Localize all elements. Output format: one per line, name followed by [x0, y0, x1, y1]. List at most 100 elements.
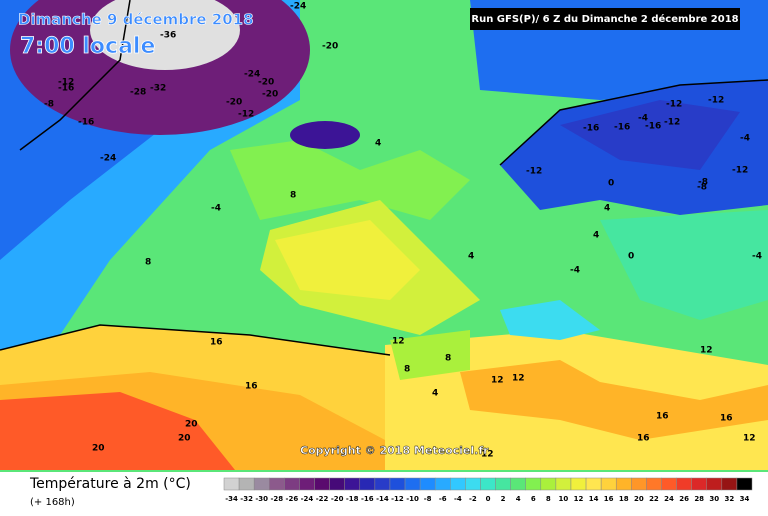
contour-label: -4	[211, 204, 221, 214]
map-date: Dimanche 9 décembre 2018	[18, 11, 254, 29]
contour-label: 8	[290, 191, 296, 201]
contour-label: -12	[526, 167, 542, 177]
contour-label: 16	[637, 434, 650, 444]
scale-swatch	[600, 477, 617, 491]
scale-label: -16	[361, 495, 374, 503]
scale-label: 4	[516, 495, 521, 503]
scale-label: 30	[709, 495, 719, 503]
contour-label: 0	[608, 179, 614, 189]
scale-label: -14	[376, 495, 389, 503]
contour-label: -12	[238, 110, 254, 120]
scale-label: 0	[486, 495, 491, 503]
scale-swatch	[299, 477, 315, 491]
scale-label: 12	[574, 495, 584, 503]
contour-label: -36	[160, 31, 176, 41]
scale-swatch	[450, 477, 466, 491]
scale-swatch	[525, 477, 542, 491]
scale-swatch	[314, 477, 330, 491]
contour-label: -4	[638, 114, 648, 124]
scale-swatch	[329, 477, 345, 491]
scale-label: -26	[286, 495, 299, 503]
contour	[0, 324, 391, 356]
scale-label: -10	[406, 495, 419, 503]
contour-label: -12	[666, 100, 682, 110]
contour-label: -16	[614, 123, 630, 133]
contour-label: -20	[322, 42, 338, 52]
scale-swatch	[721, 477, 738, 491]
contour-label: 20	[185, 420, 198, 430]
scale-label: 28	[694, 495, 704, 503]
contour	[19, 0, 131, 151]
scale-swatch	[238, 477, 255, 491]
legend-title: Température à 2m (°C)	[29, 476, 191, 492]
scale-label: 16	[604, 495, 614, 503]
contour-label: 20	[92, 444, 105, 454]
contour-label: 4	[432, 389, 438, 399]
contour-label: -12	[664, 118, 680, 128]
contour-label: -12	[708, 96, 724, 106]
scale-label: -24	[301, 495, 314, 503]
scale-swatch	[706, 477, 723, 491]
color-scale: -34 -32 -30 -28 -26 -24 -22 -20 -18 -16 -14 -12 -10-…	[223, 477, 753, 503]
mediterranean	[460, 360, 768, 440]
contour-label: 12	[700, 346, 713, 356]
scale-label: 14	[589, 495, 599, 503]
scale-label: -2	[469, 495, 477, 503]
scale-swatch	[585, 477, 602, 491]
scale-swatch	[631, 477, 647, 491]
copyright: Copyright © 2018 Meteociel.fr	[300, 444, 489, 457]
iberia	[390, 330, 470, 380]
scale-swatch	[676, 477, 692, 491]
contour-label: -28	[130, 88, 146, 98]
scale-label: 20	[634, 495, 644, 503]
scale-label: -28	[270, 495, 283, 503]
contour-label: 12	[512, 374, 525, 384]
scale-swatch	[434, 477, 451, 491]
scale-label: -22	[316, 495, 329, 503]
scale-swatch	[555, 477, 572, 491]
contour-label: -20	[262, 90, 278, 100]
contour-label: -20	[258, 78, 274, 88]
contour-label: -16	[78, 118, 94, 128]
contour-label: -8	[698, 178, 708, 188]
contour-label: 4	[375, 139, 381, 149]
contour-label: 12	[491, 376, 504, 386]
scale-label: -4	[454, 495, 462, 503]
contour-label: 12	[743, 434, 756, 444]
contour-label: -16	[583, 124, 599, 134]
contour-label: -12	[732, 166, 748, 176]
run-box	[470, 8, 740, 30]
contour-label: 8	[404, 365, 410, 375]
scale-label: 22	[649, 495, 659, 503]
contour-label: 12	[481, 450, 494, 460]
scandinavia-core	[560, 100, 740, 170]
subtropical-core	[275, 220, 420, 300]
scale-label: 26	[679, 495, 689, 503]
legend-subtitle: (+ 168h)	[30, 497, 75, 508]
contour-label: -12	[58, 78, 74, 88]
contour-label: 4	[593, 231, 599, 241]
scale-label: 8	[546, 495, 551, 503]
scale-label: -20	[331, 495, 344, 503]
contour	[499, 79, 768, 166]
contour-label: -16	[58, 84, 74, 94]
scale-swatch	[661, 477, 677, 491]
scale-swatch	[389, 477, 406, 491]
contour-label: -4	[740, 134, 750, 144]
scale-label: -12	[391, 495, 404, 503]
contour-label: -16	[645, 122, 661, 132]
scale-swatch	[646, 477, 662, 491]
contour-label: -4	[752, 252, 762, 262]
contour-label: -24	[290, 2, 306, 12]
scale-swatch	[465, 477, 481, 491]
scale-label: 10	[559, 495, 569, 503]
contour-label: 16	[656, 412, 669, 422]
scale-swatch	[419, 477, 436, 491]
scale-swatch	[374, 477, 391, 491]
run-info: Run GFS(P)/ 6 Z du Dimanche 2 décembre 2…	[471, 13, 738, 25]
contour-label: 12	[392, 337, 405, 347]
contour-label: 8	[145, 258, 151, 268]
scale-label: 24	[664, 495, 674, 503]
contour-label: 4	[604, 204, 610, 214]
